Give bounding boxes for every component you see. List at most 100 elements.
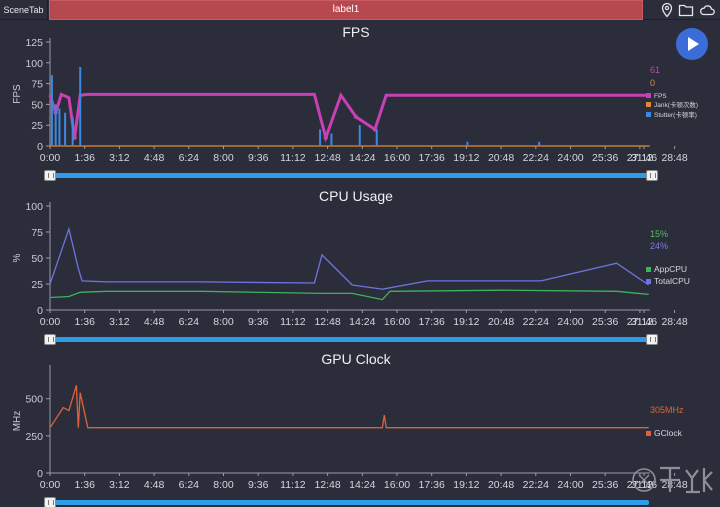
fps-y-tick-label: 50 [31,99,43,111]
fps-x-tick-label: 28:48 [661,152,687,164]
cpu-x-tick-label: 9:36 [248,316,269,328]
fps-x-tick-label: 11:12 [280,152,306,164]
cpu-x-tick-label: 28:48 [661,316,687,328]
gpu-x-tick-label: 4:48 [144,479,165,491]
gpu-x-tick-label: 0:00 [40,479,61,491]
fps-y-tick-label: 100 [25,58,43,70]
fps-current-value: 0 [650,78,655,88]
fps-legend-swatch [646,112,651,117]
watermark-logo [632,466,713,494]
cpu-x-tick-label: 27:12 [627,316,653,328]
cloud-icon[interactable] [699,2,715,18]
fps-legend-label[interactable]: Jank(卡顿次数) [654,100,698,109]
fps-range-track[interactable] [53,173,649,178]
gpu-range-slider[interactable] [44,497,658,507]
cpu-range-end-handle[interactable] [646,334,658,345]
gpu-legend-swatch [646,431,651,436]
gpu-range-start-handle[interactable] [44,497,56,507]
fps-range-start-handle[interactable] [44,170,56,181]
gpu-legend-label[interactable]: GClock [654,428,683,438]
gpu-x-tick-label: 1:36 [74,479,95,491]
cpu-x-tick-label: 19:12 [453,316,479,328]
cpu-x-tick-label: 14:24 [349,316,375,328]
fps-y-tick-label: 75 [31,79,43,91]
fps-x-tick-label: 16:00 [384,152,410,164]
cpu-x-tick-label: 20:48 [488,316,514,328]
fps-x-tick-label: 20:48 [488,152,514,164]
gpu-current-value: 305MHz [650,405,684,415]
gpu-x-tick-label: 28:48 [661,479,687,491]
play-icon [688,37,699,51]
fps-x-tick-label: 19:12 [453,152,479,164]
fps-x-tick-label: 25:36 [592,152,618,164]
gpu-x-tick-label: 19:12 [453,479,479,491]
cpu-x-tick-label: 24:00 [557,316,583,328]
cpu-x-tick-label: 8:00 [213,316,234,328]
fps-range-end-handle[interactable] [646,170,658,181]
fps-y-axis-label: FPS [12,84,23,104]
cpu-range-slider[interactable] [44,334,658,345]
cpu-current-value: 24% [650,241,668,251]
fps-x-tick-label: 31:46 [631,152,657,164]
fps-y-tick-label: 25 [31,120,43,132]
tab-scene[interactable]: SceneTab [0,0,48,20]
cpu-x-tick-label: 4:48 [144,316,165,328]
gpu-series-gclock-line [49,385,649,429]
cpu-x-tick-label: 17:36 [419,316,445,328]
gpu-chart-title: GPU Clock [321,351,391,367]
fps-x-tick-label: 14:24 [349,152,375,164]
cpu-y-tick-label: 75 [31,227,43,239]
fps-drop-point [353,114,359,120]
fps-x-tick-label: 8:00 [213,152,234,164]
cpu-x-tick-label: 1:36 [74,316,95,328]
gpu-x-tick-label: 22:24 [523,479,549,491]
fps-x-tick-label: 22:24 [523,152,549,164]
cpu-y-tick-label: 50 [31,253,43,265]
fps-legend-label[interactable]: FPS [654,93,667,100]
fps-range-slider[interactable] [44,170,658,181]
gpu-x-tick-label: 14:24 [349,479,375,491]
cpu-legend-label[interactable]: TotalCPU [654,276,690,286]
fps-legend-label[interactable]: Stutter(卡顿率) [654,110,697,119]
fps-y-tick-label: 0 [37,141,43,153]
fps-legend-swatch [646,102,651,107]
cpu-y-tick-label: 100 [25,201,43,213]
tab-label1[interactable]: label1 [49,0,643,20]
folder-icon[interactable] [678,2,694,18]
fps-chart-title: FPS [342,24,370,40]
cpu-legend-swatch [646,267,651,272]
gpu-x-tick-label: 9:36 [248,479,269,491]
cpu-x-tick-label: 16:00 [384,316,410,328]
fps-x-tick-label: 17:36 [419,152,445,164]
cpu-y-axis-label: % [12,253,23,262]
fps-drop-point [323,135,328,140]
location-pin-icon[interactable] [659,2,675,18]
cpu-legend-label[interactable]: AppCPU [654,264,687,274]
cpu-x-tick-label: 0:00 [40,316,61,328]
cpu-y-tick-label: 0 [37,305,43,317]
cpu-current-value: 15% [650,229,668,239]
top-bar: SceneTab label1 [0,0,720,20]
cpu-range-track[interactable] [53,337,649,342]
gpu-x-tick-label: 6:24 [179,479,200,491]
play-button[interactable] [676,28,708,60]
fps-x-tick-label: 6:24 [179,152,200,164]
cpu-series-appcpu-line [49,289,649,301]
cpu-x-tick-label: 11:12 [280,316,306,328]
gpu-x-tick-label: 17:36 [419,479,445,491]
cpu-legend-swatch [646,279,651,284]
cpu-y-tick-label: 25 [31,279,43,291]
gpu-x-tick-label: 11:12 [280,479,306,491]
fps-legend-swatch [646,93,651,98]
cpu-x-tick-label: 3:12 [109,316,130,328]
gpu-x-tick-label: 3:12 [109,479,130,491]
fps-x-tick-label: 1:36 [74,152,95,164]
gpu-x-tick-label: 24:00 [557,479,583,491]
cpu-range-start-handle[interactable] [44,334,56,345]
cpu-x-tick-label: 31:46 [631,316,657,328]
fps-x-tick-label: 27:12 [627,152,653,164]
fps-x-tick-label: 4:48 [144,152,165,164]
gpu-x-tick-label: 16:00 [384,479,410,491]
gpu-range-track[interactable] [53,500,649,505]
